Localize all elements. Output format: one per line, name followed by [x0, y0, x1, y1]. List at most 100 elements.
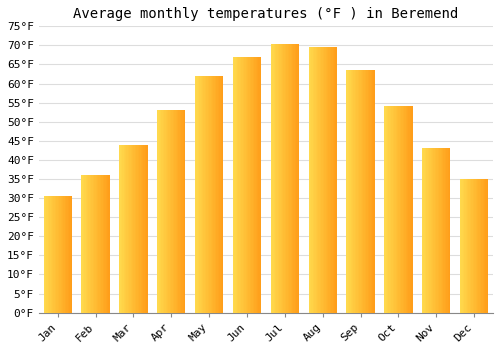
- Bar: [240, 57, 242, 313]
- Bar: [218, 76, 219, 313]
- Bar: [430, 148, 432, 313]
- Bar: [50, 196, 52, 313]
- Bar: [408, 106, 410, 313]
- Bar: [440, 148, 442, 313]
- Bar: [97, 175, 98, 313]
- Bar: [464, 179, 466, 313]
- Bar: [210, 76, 212, 313]
- Bar: [296, 44, 298, 313]
- Bar: [246, 57, 247, 313]
- Bar: [46, 196, 48, 313]
- Bar: [58, 196, 59, 313]
- Bar: [487, 179, 488, 313]
- Bar: [369, 70, 370, 313]
- Bar: [310, 47, 312, 313]
- Bar: [90, 175, 92, 313]
- Bar: [278, 44, 279, 313]
- Bar: [69, 196, 70, 313]
- Bar: [331, 47, 332, 313]
- Bar: [96, 175, 97, 313]
- Bar: [199, 76, 200, 313]
- Bar: [132, 145, 134, 313]
- Bar: [174, 110, 176, 313]
- Bar: [164, 110, 166, 313]
- Bar: [124, 145, 125, 313]
- Bar: [200, 76, 202, 313]
- Bar: [129, 145, 130, 313]
- Bar: [180, 110, 181, 313]
- Bar: [294, 44, 295, 313]
- Bar: [460, 179, 462, 313]
- Bar: [59, 196, 60, 313]
- Bar: [208, 76, 209, 313]
- Bar: [258, 57, 260, 313]
- Bar: [350, 70, 352, 313]
- Bar: [392, 106, 394, 313]
- Bar: [438, 148, 439, 313]
- Bar: [83, 175, 84, 313]
- Bar: [134, 145, 135, 313]
- Bar: [274, 44, 275, 313]
- Bar: [463, 179, 464, 313]
- Bar: [163, 110, 164, 313]
- Bar: [65, 196, 66, 313]
- Bar: [284, 44, 285, 313]
- Bar: [426, 148, 428, 313]
- Bar: [384, 106, 386, 313]
- Bar: [52, 196, 54, 313]
- Bar: [62, 196, 64, 313]
- Bar: [84, 175, 86, 313]
- Bar: [282, 44, 284, 313]
- Bar: [470, 179, 472, 313]
- Bar: [160, 110, 162, 313]
- Bar: [484, 179, 486, 313]
- Bar: [320, 47, 322, 313]
- Bar: [280, 44, 282, 313]
- Bar: [365, 70, 366, 313]
- Bar: [254, 57, 256, 313]
- Bar: [270, 44, 272, 313]
- Bar: [286, 44, 288, 313]
- Bar: [448, 148, 449, 313]
- Bar: [250, 57, 252, 313]
- Bar: [182, 110, 184, 313]
- Bar: [359, 70, 360, 313]
- Bar: [219, 76, 220, 313]
- Bar: [92, 175, 94, 313]
- Bar: [167, 110, 168, 313]
- Bar: [324, 47, 326, 313]
- Bar: [196, 76, 198, 313]
- Bar: [396, 106, 397, 313]
- Bar: [435, 148, 436, 313]
- Bar: [178, 110, 180, 313]
- Bar: [317, 47, 318, 313]
- Bar: [145, 145, 146, 313]
- Bar: [135, 145, 136, 313]
- Bar: [410, 106, 411, 313]
- Bar: [411, 106, 412, 313]
- Bar: [162, 110, 163, 313]
- Bar: [275, 44, 276, 313]
- Bar: [252, 57, 254, 313]
- Bar: [195, 76, 196, 313]
- Bar: [82, 175, 83, 313]
- Bar: [126, 145, 128, 313]
- Bar: [158, 110, 160, 313]
- Bar: [100, 175, 102, 313]
- Bar: [206, 76, 208, 313]
- Bar: [349, 70, 350, 313]
- Bar: [336, 47, 337, 313]
- Bar: [248, 57, 250, 313]
- Bar: [146, 145, 148, 313]
- Bar: [316, 47, 317, 313]
- Bar: [436, 148, 438, 313]
- Bar: [60, 196, 62, 313]
- Bar: [477, 179, 478, 313]
- Bar: [390, 106, 392, 313]
- Bar: [394, 106, 396, 313]
- Bar: [198, 76, 199, 313]
- Bar: [204, 76, 205, 313]
- Bar: [236, 57, 237, 313]
- Bar: [480, 179, 481, 313]
- Bar: [326, 47, 327, 313]
